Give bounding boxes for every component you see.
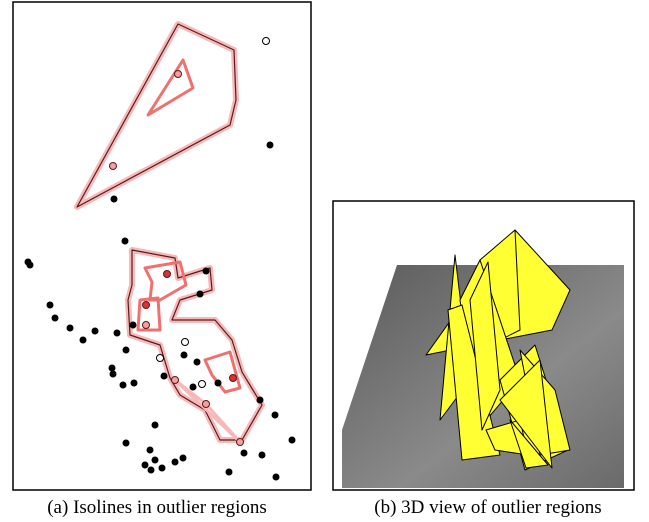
point bbox=[272, 412, 279, 419]
point bbox=[263, 38, 270, 45]
point bbox=[110, 163, 117, 170]
point bbox=[203, 268, 210, 275]
panel-b bbox=[333, 201, 634, 490]
point bbox=[27, 262, 34, 269]
point bbox=[182, 339, 189, 346]
point bbox=[147, 447, 154, 454]
point bbox=[143, 322, 150, 329]
caption: (a) Isolines in outlier regions bbox=[47, 497, 267, 518]
point bbox=[67, 325, 74, 332]
panel-frame bbox=[13, 2, 311, 490]
point bbox=[114, 330, 121, 337]
point bbox=[161, 373, 168, 380]
caption: (b) 3D view of outlier regions bbox=[374, 497, 601, 518]
point bbox=[109, 365, 116, 372]
point bbox=[164, 271, 171, 278]
point bbox=[148, 467, 155, 474]
point bbox=[215, 380, 222, 387]
point bbox=[122, 238, 129, 245]
point bbox=[130, 322, 137, 329]
point bbox=[157, 355, 164, 362]
point bbox=[159, 465, 166, 472]
point bbox=[199, 381, 206, 388]
point bbox=[273, 474, 280, 481]
point bbox=[267, 142, 274, 149]
point bbox=[47, 302, 54, 309]
point bbox=[180, 455, 187, 462]
point bbox=[175, 71, 182, 78]
point bbox=[52, 315, 59, 322]
point bbox=[190, 384, 197, 391]
point bbox=[142, 462, 149, 469]
point bbox=[172, 377, 179, 384]
point bbox=[152, 422, 159, 429]
panel-a bbox=[13, 2, 311, 490]
point bbox=[226, 469, 233, 476]
point bbox=[241, 450, 248, 457]
point bbox=[152, 457, 159, 464]
point bbox=[181, 352, 188, 359]
point bbox=[111, 196, 118, 203]
point bbox=[259, 452, 266, 459]
point bbox=[80, 337, 87, 344]
point bbox=[203, 401, 210, 408]
point bbox=[123, 440, 130, 447]
point bbox=[194, 359, 201, 366]
point bbox=[92, 328, 99, 335]
point bbox=[289, 437, 296, 444]
point bbox=[120, 382, 127, 389]
point bbox=[131, 380, 138, 387]
point bbox=[197, 291, 204, 298]
point bbox=[123, 347, 130, 354]
figure: (a) Isolines in outlier regions (b) 3D v… bbox=[0, 0, 649, 522]
point bbox=[237, 439, 244, 446]
point bbox=[257, 397, 264, 404]
point bbox=[230, 375, 237, 382]
point bbox=[143, 302, 150, 309]
point bbox=[110, 371, 117, 378]
point bbox=[172, 459, 179, 466]
